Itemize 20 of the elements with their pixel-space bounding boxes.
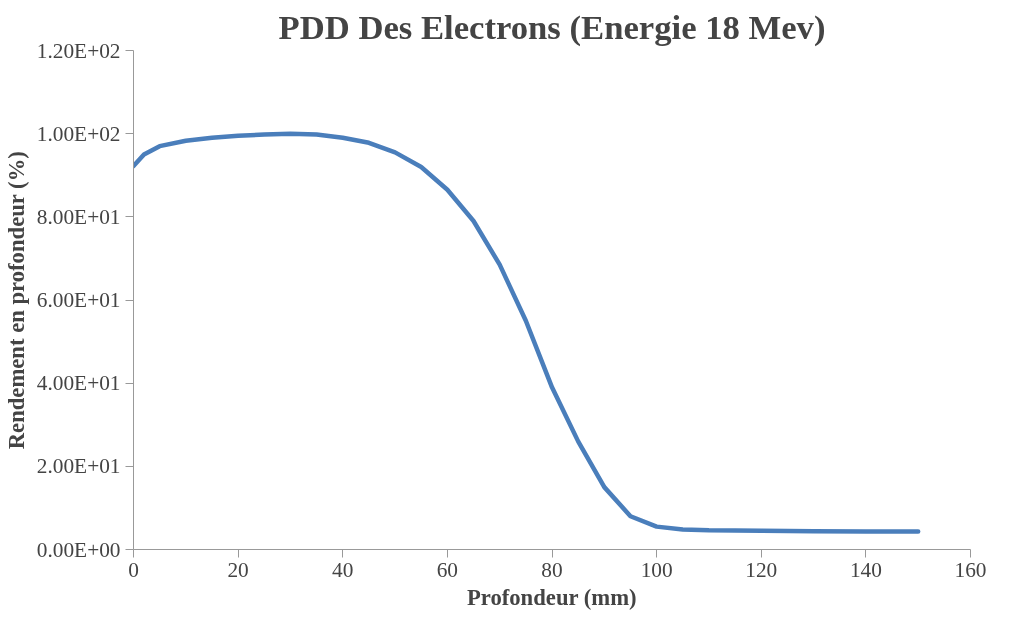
y-tick-label: 1.00E+02	[36, 121, 121, 146]
x-tick-label: 40	[332, 557, 354, 582]
x-axis-title: Profondeur (mm)	[466, 584, 637, 610]
y-tick-label: 2.00E+01	[36, 454, 121, 479]
y-axis-title: Rendement en profondeur (%)	[3, 151, 29, 450]
y-tick-label: 4.00E+01	[36, 371, 121, 396]
x-tick-label: 0	[128, 557, 139, 582]
y-tick-label: 8.00E+01	[36, 204, 121, 229]
x-tick-label: 20	[227, 557, 249, 582]
x-tick-label: 160	[954, 557, 987, 582]
x-tick-label: 120	[745, 557, 778, 582]
y-tick-label: 0.00E+00	[36, 537, 121, 562]
line-series	[133, 131, 921, 534]
x-tick-label: 60	[436, 557, 459, 582]
x-tick-label: 100	[640, 557, 673, 582]
x-tick-label: 80	[541, 557, 563, 582]
y-tick-label: 6.00E+01	[36, 288, 121, 312]
y-tick-label: 1.20E+02	[36, 38, 121, 63]
x-tick-label: 140	[849, 557, 882, 582]
chart-title: PDD Des Electrons (Energie 18 Mev)	[278, 7, 826, 47]
